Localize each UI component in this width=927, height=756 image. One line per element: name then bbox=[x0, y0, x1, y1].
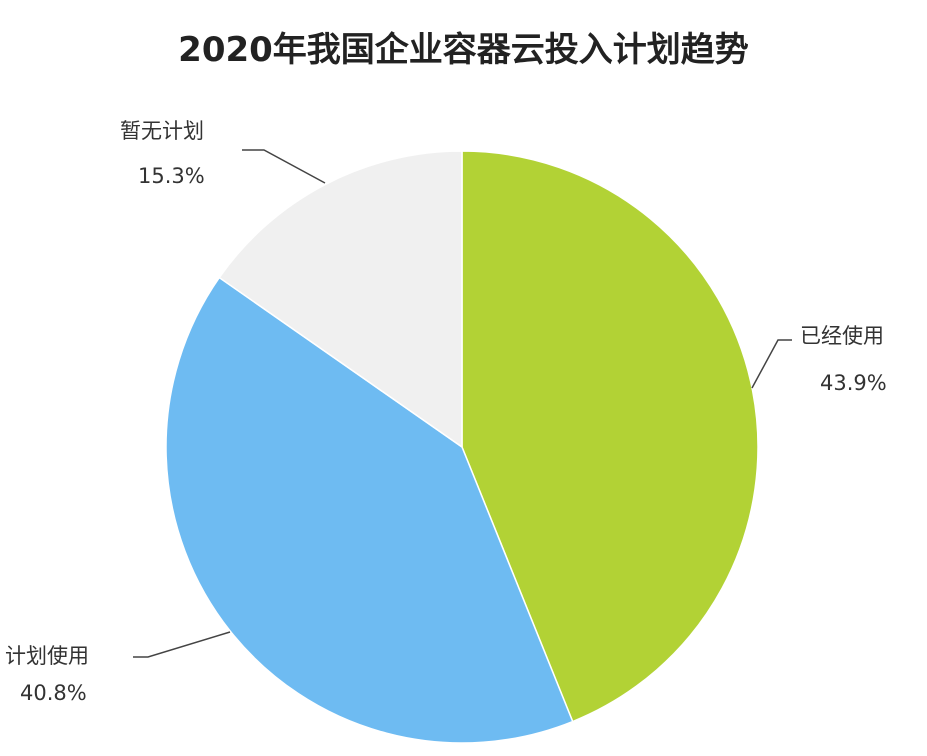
pie-slice bbox=[165, 276, 574, 744]
pie-slice bbox=[218, 150, 463, 449]
leader-line bbox=[751, 339, 792, 389]
slice-label: 暂无计划 bbox=[120, 119, 204, 143]
data-label: 43.9% bbox=[820, 371, 887, 395]
data-label: 15.3% bbox=[138, 164, 205, 188]
slice-label: 已经使用 bbox=[800, 324, 884, 348]
chart-title: 2020年我国企业容器云投入计划趋势 bbox=[178, 30, 749, 70]
leader-line bbox=[242, 149, 326, 184]
slice-label: 计划使用 bbox=[5, 644, 89, 668]
leader-line bbox=[133, 631, 231, 658]
pie-slice bbox=[461, 150, 759, 723]
data-label: 40.8% bbox=[20, 681, 87, 705]
